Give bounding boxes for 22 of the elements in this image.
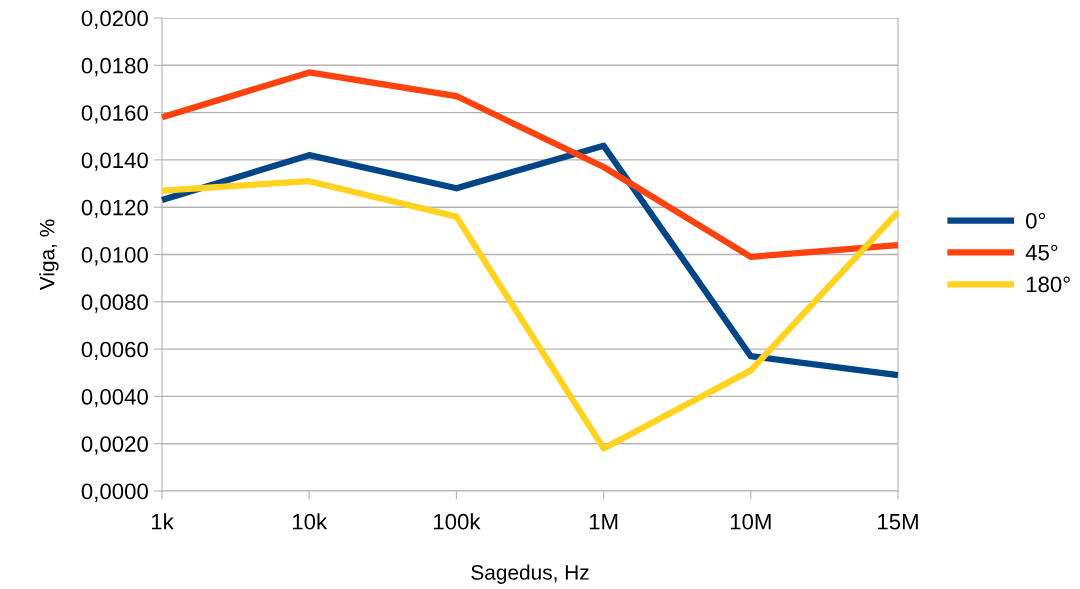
y-tick-label: 0,0200	[81, 10, 148, 29]
x-tick-label: 1M	[589, 514, 618, 530]
y-tick-label: 0,0120	[81, 199, 148, 219]
y-tick-label: 0,0000	[81, 483, 148, 502]
y-tick-label: 0,0140	[81, 152, 148, 171]
y-tick-label: 0,0080	[81, 294, 148, 313]
x-axis-title: Sagedus, Hz	[471, 564, 589, 584]
y-tick-label: 0,0020	[81, 436, 148, 455]
y-tick-label: 0,0160	[81, 105, 148, 124]
y-tick-label: 0,0100	[81, 247, 148, 266]
legend-label: 45°	[1025, 244, 1058, 261]
x-tick-label: 1k	[151, 513, 174, 530]
legend-label: 180°	[1026, 276, 1070, 293]
x-tick-label: 10k	[292, 513, 328, 530]
y-axis-title: Viga, %	[39, 219, 59, 291]
y-tick-label: 0,0040	[81, 388, 148, 408]
y-tick-label: 0,0060	[81, 341, 148, 360]
x-tick-label: 10M	[730, 513, 771, 530]
legend-label: 0°	[1026, 212, 1046, 229]
x-tick-label: 15M	[878, 514, 918, 530]
y-tick-label: 0,0180	[81, 57, 148, 77]
x-tick-label: 100k	[434, 513, 481, 530]
